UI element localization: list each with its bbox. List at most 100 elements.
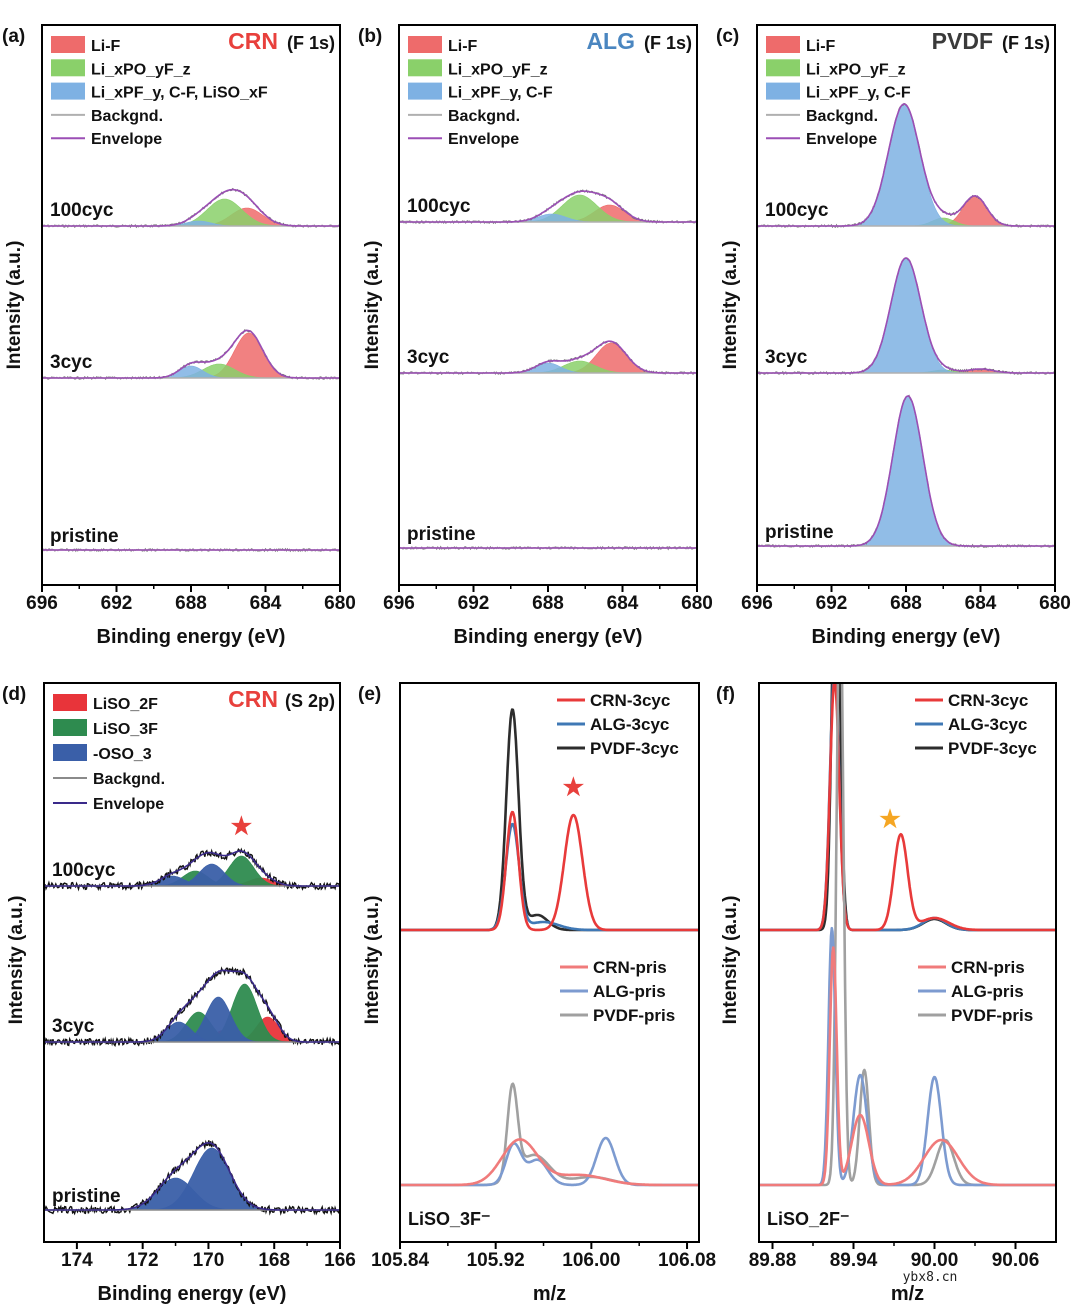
x-axis-label: m/z <box>533 1283 566 1305</box>
series-line-CRN-3cyc <box>759 683 1056 932</box>
spectrum-100cyc <box>399 189 697 225</box>
x-tick-label: 680 <box>1039 593 1071 614</box>
x-tick-label: 684 <box>965 593 997 614</box>
plot-frame <box>758 682 1057 1243</box>
panel-label: (f) <box>716 684 735 705</box>
series-line-ALG-pris <box>400 1136 699 1187</box>
legend-label: Envelope <box>448 131 519 148</box>
panel-label: (e) <box>358 684 381 705</box>
x-axis-label: Binding energy (eV) <box>454 626 643 648</box>
spectrum-label: 3cyc <box>50 352 93 373</box>
panel-f: (f) Intensity (a.u.) m/z 89.88 89.94 90.00 90.… <box>716 682 1057 1305</box>
legend-label: Envelope <box>91 131 162 148</box>
legend-label: Li_xPO_yF_z <box>448 61 548 78</box>
plot-frame <box>43 682 341 1243</box>
panel-e: (e) Intensity (a.u.) m/z 105.84 105.92 106.00… <box>358 682 716 1305</box>
x-tick-label: 89.88 <box>749 1250 797 1271</box>
ion-annotation: LiSO_2F⁻ <box>767 1209 850 1229</box>
chart-subtitle: (S 2p) <box>285 691 335 711</box>
x-tick-label: 680 <box>324 593 356 614</box>
x-tick-label: 684 <box>607 593 639 614</box>
plot-area <box>759 683 1056 1187</box>
legend-label: PVDF-pris <box>951 1006 1033 1025</box>
plot-frame <box>399 682 700 1243</box>
x-tick-label: 684 <box>250 593 282 614</box>
legend-swatch <box>766 36 800 53</box>
chart-title: PVDF <box>932 28 993 54</box>
y-axis-label: Intensity (a.u.) <box>720 896 741 1025</box>
envelope-line <box>757 395 1055 547</box>
legend-label: CRN-pris <box>951 958 1025 977</box>
panel-a: (a) Intensity (a.u.) Binding energy (eV) 69… <box>2 24 356 648</box>
x-tick-label: 696 <box>383 593 415 614</box>
x-axis-label: Binding energy (eV) <box>812 626 1001 648</box>
spectrum-3cyc <box>757 257 1055 376</box>
x-tick-label: 106.00 <box>562 1250 620 1271</box>
spectrum-pristine <box>757 394 1055 548</box>
x-tick-label: 696 <box>26 593 58 614</box>
panel-label: (b) <box>358 26 382 47</box>
x-tick-label: 688 <box>175 593 207 614</box>
series-line-CRN-pris <box>400 1138 699 1187</box>
spectrum-label: pristine <box>407 524 476 545</box>
legend-label: ALG-3cyc <box>948 715 1027 734</box>
x-tick-label: 90.06 <box>992 1250 1040 1271</box>
legend-label: Li_xPF_y, C-F, LiSO_xF <box>91 85 268 102</box>
plot-area <box>399 189 697 551</box>
spectrum-pristine <box>42 547 340 553</box>
x-tick-label: 105.84 <box>371 1250 430 1271</box>
x-tick-label: 692 <box>816 593 848 614</box>
spectrum-label: 3cyc <box>407 347 450 368</box>
chart-subtitle: (F 1s) <box>644 33 692 53</box>
envelope-line <box>44 850 340 887</box>
series-line-CRN-pris <box>759 946 1056 1187</box>
legend-label: PVDF-3cyc <box>948 739 1037 758</box>
legend-swatch <box>53 694 87 711</box>
legend-swatch <box>51 82 85 100</box>
x-tick-label: 696 <box>741 593 773 614</box>
x-tick-label: 170 <box>193 1250 225 1271</box>
legend-label: Li_xPO_yF_z <box>806 61 906 78</box>
x-tick-label: 692 <box>101 593 133 614</box>
envelope-line <box>757 103 1055 227</box>
spectrum-100cyc <box>757 102 1055 229</box>
envelope-line <box>42 188 340 227</box>
legend-label: Li-F <box>91 38 121 55</box>
envelope-line <box>399 190 697 223</box>
spectrum-3cyc <box>399 340 697 376</box>
panel-b: (b) Intensity (a.u.) Binding energy (eV) 69… <box>358 24 713 648</box>
legend-label: PVDF-3cyc <box>590 739 679 758</box>
spectrum-label: 3cyc <box>765 347 808 368</box>
legend-swatch <box>766 59 800 77</box>
x-tick-label: 688 <box>890 593 922 614</box>
chart-subtitle: (F 1s) <box>1002 33 1050 53</box>
panel-d: (d) Intensity (a.u.) Binding energy (eV) 17… <box>2 682 356 1305</box>
spectrum-100cyc <box>42 187 340 229</box>
x-tick-label: 172 <box>127 1250 159 1271</box>
chart-title: CRN <box>228 686 278 712</box>
ion-annotation: LiSO_3F⁻ <box>408 1209 491 1229</box>
series-line-PVDF-pris <box>759 683 1056 1187</box>
spectrum-3cyc <box>44 966 340 1047</box>
y-axis-label: Intensity (a.u.) <box>362 241 383 370</box>
legend-label: CRN-pris <box>593 958 667 977</box>
envelope-line <box>757 257 1055 374</box>
panel-label: (d) <box>2 684 26 705</box>
plot-area <box>400 708 699 1187</box>
plot-area <box>44 847 340 1216</box>
envelope-line <box>44 1142 340 1211</box>
y-axis-label: Intensity (a.u.) <box>6 896 27 1025</box>
legend-label: Backgnd. <box>448 108 520 125</box>
legend-label: Li-F <box>806 38 836 55</box>
legend-swatch <box>408 36 442 53</box>
spectrum-pristine <box>399 545 697 551</box>
legend-label: PVDF-pris <box>593 1006 675 1025</box>
star-marker: ★ <box>231 813 253 840</box>
envelope-line <box>44 969 340 1043</box>
legend-swatch <box>51 36 85 53</box>
legend-label: Li_xPF_y, C-F <box>806 85 911 102</box>
x-tick-label: 688 <box>532 593 564 614</box>
x-axis-label: Binding energy (eV) <box>98 1283 287 1305</box>
legend-label: Li_xPO_yF_z <box>91 61 191 78</box>
